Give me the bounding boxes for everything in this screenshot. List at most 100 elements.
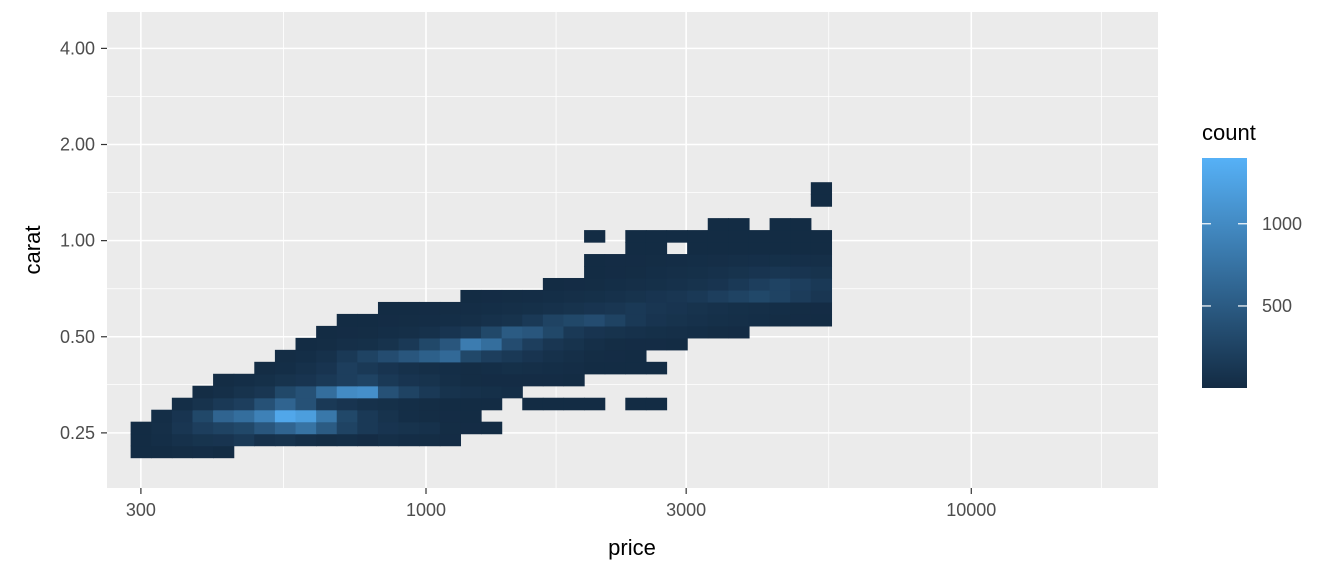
heatmap-cell <box>728 254 750 267</box>
heatmap-cell <box>522 301 544 315</box>
heatmap-cell <box>481 325 503 339</box>
heatmap-cell <box>460 301 482 315</box>
heatmap-cell <box>604 313 626 327</box>
heatmap-cell <box>398 409 420 423</box>
heatmap-cell <box>233 385 255 399</box>
heatmap-cell <box>398 325 420 339</box>
heatmap-cell <box>810 277 833 291</box>
heatmap-cell <box>398 313 420 327</box>
heatmap-cell <box>645 301 668 315</box>
y-tick-label: 0.50 <box>60 327 95 347</box>
heatmap-cell <box>625 301 647 315</box>
heatmap-cell <box>213 385 235 399</box>
heatmap-cell <box>377 421 400 435</box>
heatmap-cell <box>645 266 668 279</box>
heatmap-cell <box>233 397 255 411</box>
heatmap-cell <box>728 277 750 291</box>
heatmap-cell <box>192 421 214 435</box>
heatmap-cell <box>707 266 729 279</box>
heatmap-cell <box>707 230 729 243</box>
heatmap-cell <box>316 373 338 387</box>
heatmap-cell <box>501 289 523 303</box>
heatmap-cell <box>460 313 482 327</box>
heatmap-cell <box>377 409 400 423</box>
heatmap-cell <box>645 289 668 303</box>
heatmap-cell <box>563 397 585 411</box>
heatmap-cell <box>563 289 585 303</box>
heatmap-cell <box>522 397 544 411</box>
heatmap-cell <box>481 337 503 351</box>
heatmap-cell <box>666 230 688 243</box>
heatmap-cell <box>666 289 688 303</box>
heatmap-cell <box>192 397 214 411</box>
heatmap-cell <box>439 313 462 327</box>
legend: count 500 1000 <box>1202 120 1302 388</box>
heatmap-cell <box>666 277 688 291</box>
heatmap-cell <box>522 373 544 387</box>
heatmap-cell <box>707 289 729 303</box>
heatmap-cell <box>213 373 235 387</box>
heatmap-cell <box>810 254 833 267</box>
heatmap-cell <box>790 313 812 327</box>
heatmap-cell <box>377 325 400 339</box>
heatmap-cell <box>625 277 647 291</box>
heatmap-cell <box>625 349 647 363</box>
heatmap-cell <box>810 301 833 315</box>
heatmap-cell <box>439 385 462 399</box>
heatmap-cell <box>666 301 688 315</box>
heatmap-cell <box>769 242 791 255</box>
heatmap-cell <box>687 254 709 267</box>
heatmap-cell <box>748 289 771 303</box>
heatmap-cell <box>419 409 441 423</box>
x-axis-title: price <box>608 535 656 560</box>
heatmap-cell <box>192 385 214 399</box>
heatmap-cell <box>274 421 297 435</box>
heatmap-cell <box>233 409 255 423</box>
legend-ticks: 500 1000 <box>1202 214 1302 316</box>
heatmap-cell <box>769 289 791 303</box>
heatmap-cell <box>274 373 297 387</box>
heatmap-cell <box>584 289 606 303</box>
heatmap-cell <box>439 361 462 375</box>
heatmap-cell <box>357 385 379 399</box>
y-tick-label: 2.00 <box>60 135 95 155</box>
heatmap-cell <box>790 254 812 267</box>
heatmap-cell <box>460 409 482 423</box>
heatmap-cell <box>604 325 626 339</box>
heatmap-cell <box>563 313 585 327</box>
heatmap-cell <box>584 277 606 291</box>
heatmap-cell <box>398 301 420 315</box>
heatmap-cell <box>687 266 709 279</box>
heatmap-cell <box>316 433 338 447</box>
heatmap-cell <box>584 313 606 327</box>
heatmap-cell <box>151 409 173 423</box>
heatmap-cell <box>336 385 358 399</box>
heatmap-cell <box>542 313 565 327</box>
heatmap-cell <box>460 325 482 339</box>
heatmap-cell <box>357 397 379 411</box>
heatmap-cell <box>501 325 523 339</box>
heatmap-cell <box>171 397 194 411</box>
heatmap-cell <box>501 301 523 315</box>
heatmap-cell <box>604 337 626 351</box>
heatmap-cell <box>687 313 709 327</box>
heatmap-cell <box>810 289 833 303</box>
heatmap-cell <box>687 325 709 339</box>
heatmap-cell <box>584 230 606 243</box>
heatmap-cell <box>316 349 338 363</box>
heatmap-cell <box>584 397 606 411</box>
heatmap-cell <box>748 266 771 279</box>
heatmap-cell <box>274 397 297 411</box>
heatmap-cell <box>460 361 482 375</box>
heatmap-cell <box>645 337 668 351</box>
heatmap-cell <box>316 361 338 375</box>
heatmap-cell <box>377 361 400 375</box>
heatmap-cell <box>748 242 771 255</box>
heatmap-cell <box>604 301 626 315</box>
heatmap-cell <box>645 325 668 339</box>
heatmap-cell <box>357 349 379 363</box>
heatmap-cell <box>542 361 565 375</box>
heatmap-cell <box>645 254 668 267</box>
heatmap-cell <box>377 301 400 315</box>
